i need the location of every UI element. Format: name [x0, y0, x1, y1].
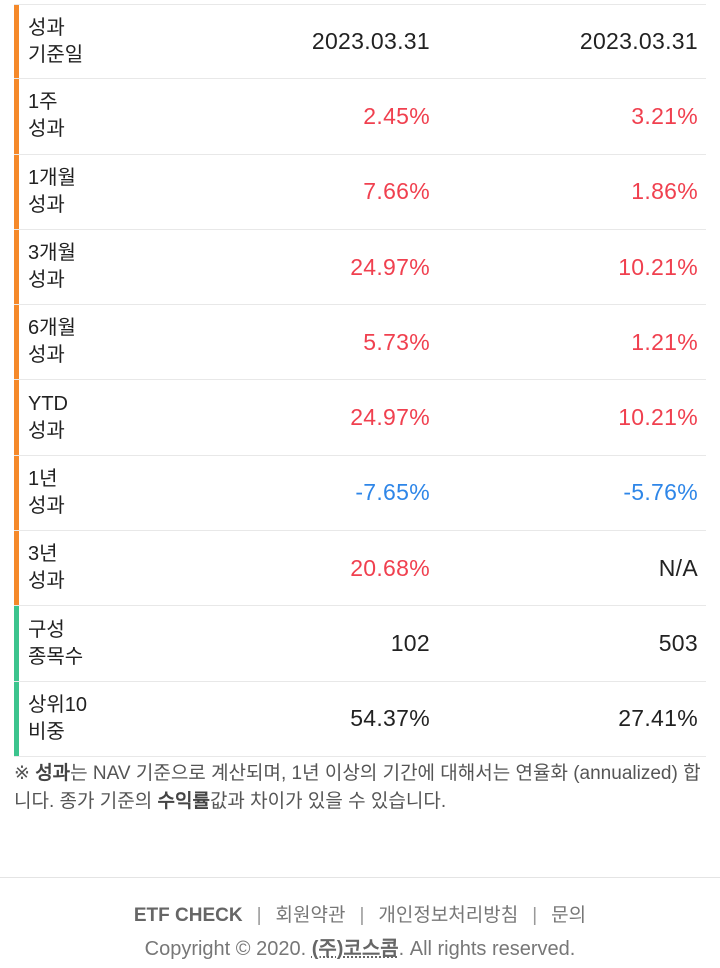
row-label-line2: 성과: [28, 344, 65, 367]
footer-terms-link[interactable]: 회원약관: [275, 905, 346, 926]
row-label-line1: 6개월: [28, 317, 76, 340]
row-label-line1: 1주: [28, 91, 58, 114]
row-label-line2: 비중: [28, 720, 65, 743]
row-value-fund2: N/A: [658, 554, 698, 581]
row-value-fund2: -5.76%: [623, 479, 698, 506]
row-value-fund1: -7.65%: [355, 479, 430, 506]
row-label-line1: 3개월: [28, 242, 76, 265]
row-value-fund2: 27.41%: [618, 705, 698, 732]
row-value-fund2: 2023.03.31: [579, 28, 698, 55]
row-label-line2: 성과: [28, 570, 65, 593]
performance-note: ※ 성과는 NAV 기준으로 계산되며, 1년 이상의 기간에 대해서는 연율화…: [14, 760, 706, 816]
row-accent-bar: [14, 79, 19, 154]
row-label-line1: 1년: [28, 467, 58, 490]
row-value-fund1: 5.73%: [363, 328, 430, 355]
row-label-line1: 상위10: [28, 693, 88, 716]
row-label-line1: YTD: [28, 392, 68, 415]
row-value-fund2: 3.21%: [631, 102, 698, 129]
note-text-2: 값과 차이가 있을 수 있습니다.: [209, 791, 447, 812]
note-bold-return: 수익률: [157, 791, 210, 812]
row-value-fund2: 1.21%: [631, 328, 698, 355]
row-label-line2: 성과: [28, 269, 65, 292]
footer-divider: [0, 877, 720, 878]
row-label-line2: 성과: [28, 494, 65, 517]
row-label-line2: 성과: [28, 419, 65, 442]
row-label-line2: 기준일: [28, 43, 84, 66]
performance-table: 성과 기준일 2023.03.31 2023.03.31 1주 성과 2.45% 3.21% 1…: [14, 4, 706, 757]
row-value-fund1: 2023.03.31: [311, 28, 430, 55]
copyright-prefix: Copyright © 2020.: [144, 938, 312, 960]
row-value-fund2: 10.21%: [618, 253, 698, 280]
row-value-fund2: 1.86%: [631, 178, 698, 205]
row-label-line1: 구성: [28, 618, 65, 641]
row-label-line1: 3년: [28, 543, 58, 566]
row-value-fund1: 24.97%: [350, 253, 430, 280]
row-accent-bar: [14, 681, 19, 756]
footer-links: ETF CHECK | 회원약관 | 개인정보처리방침 | 문의: [0, 900, 720, 927]
row-value-fund1: 102: [390, 630, 430, 657]
row-label-line1: 성과: [28, 16, 65, 39]
footer-separator: |: [256, 905, 262, 926]
row-value-fund1: 2.45%: [363, 102, 430, 129]
row-label: 상위10 비중: [14, 692, 194, 746]
note-mark: ※: [14, 763, 36, 784]
row-value-fund1: 24.97%: [350, 404, 430, 431]
row-accent-bar: [14, 154, 19, 229]
copyright-suffix: . All rights reserved.: [398, 938, 576, 960]
row-accent-bar: [14, 5, 19, 79]
row-value-fund1: 54.37%: [350, 705, 430, 732]
row-label-line2: 성과: [28, 193, 65, 216]
row-accent-bar: [14, 229, 19, 305]
row-label-line2: 성과: [28, 118, 65, 141]
row-accent-bar: [14, 305, 19, 380]
footer-brand-link[interactable]: ETF CHECK: [133, 905, 243, 926]
table-row: YTD 성과 24.97% 10.21%: [14, 380, 706, 456]
row-accent-bar: [14, 606, 19, 681]
row-label-line1: 1개월: [28, 166, 76, 189]
footer-separator: |: [532, 905, 538, 926]
note-text-1: 는 NAV 기준으로 계산되며, 1년 이상의 기간에 대해서는 연율화 (an…: [14, 763, 701, 812]
table-row: 상위10 비중 54.37% 27.41%: [14, 681, 706, 757]
row-accent-bar: [14, 455, 19, 531]
row-label-line2: 종목수: [28, 645, 84, 668]
row-value-fund2: 503: [658, 630, 698, 657]
company-link[interactable]: (주)코스콤: [311, 938, 399, 960]
footer-privacy-link[interactable]: 개인정보처리방침: [378, 905, 519, 926]
footer-separator: |: [359, 905, 365, 926]
row-value-fund1: 20.68%: [350, 554, 430, 581]
row-accent-bar: [14, 380, 19, 455]
copyright: Copyright © 2020. (주)코스콤. All rights res…: [0, 932, 720, 961]
row-value-fund2: 10.21%: [618, 404, 698, 431]
footer-contact-link[interactable]: 문의: [551, 905, 587, 926]
note-bold-performance: 성과: [35, 763, 71, 784]
row-label: YTD 성과: [14, 391, 194, 445]
row-accent-bar: [14, 531, 19, 606]
row-value-fund1: 7.66%: [363, 178, 430, 205]
